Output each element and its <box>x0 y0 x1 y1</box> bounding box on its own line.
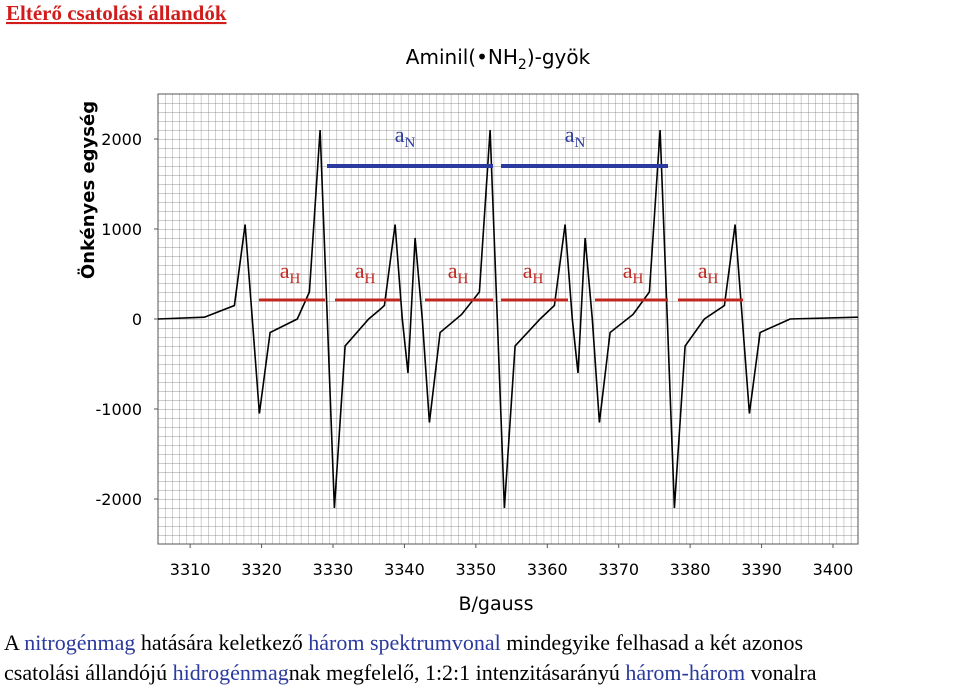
y-tick-label: -1000 <box>96 400 143 419</box>
annotation-label: a <box>280 258 290 283</box>
chart-title-end: )-gyök <box>527 45 591 69</box>
annotation-sub: N <box>574 135 585 151</box>
annotation: aH <box>698 258 719 287</box>
x-tick-label: 3390 <box>741 560 782 579</box>
y-axis-label: Önkényes egység <box>77 101 99 279</box>
annotation-label: a <box>623 258 633 283</box>
chart-title-text: Aminil(•NH <box>406 45 518 69</box>
annotation-sub: H <box>707 271 718 287</box>
annotation-label: a <box>355 258 365 283</box>
x-tick-label: 3400 <box>813 560 854 579</box>
annotation-label: a <box>565 122 575 147</box>
annotation-label: a <box>698 258 708 283</box>
caption-line: csatolási állandójú hidrogénmagnak megfe… <box>4 660 817 685</box>
chart-title-sub: 2 <box>518 57 527 73</box>
caption-segment: három spektrumvonal <box>308 630 500 655</box>
annotation: aH <box>448 258 469 287</box>
annotation-sub: N <box>404 135 415 151</box>
caption-segment: nak megfelelő, 1:2:1 intenzitásarányú <box>289 660 626 685</box>
x-tick-label: 3350 <box>455 560 496 579</box>
annotation: aH <box>523 258 544 287</box>
annotation-sub: H <box>457 271 468 287</box>
x-tick-label: 3370 <box>598 560 639 579</box>
x-tick-label: 3360 <box>527 560 568 579</box>
chart-title: Aminil(•NH2)-gyök <box>406 45 591 73</box>
spectrum-line <box>157 129 859 509</box>
x-tick-label: 3310 <box>170 560 211 579</box>
caption-segment: hidrogénmag <box>173 660 289 685</box>
x-tick-label: 3380 <box>670 560 711 579</box>
caption-segment: csatolási állandójú <box>4 660 173 685</box>
annotation-label: a <box>395 122 405 147</box>
caption-segment: hatására keletkező <box>135 630 308 655</box>
caption-segment: mindegyike felhasad a két azonos <box>501 630 803 655</box>
caption-segment: nitrogénmag <box>24 630 135 655</box>
x-tick-label: 3340 <box>384 560 425 579</box>
annotation-sub: H <box>632 271 643 287</box>
caption-segment: A <box>4 630 24 655</box>
annotation: aH <box>280 258 301 287</box>
y-tick-label: 0 <box>132 310 142 329</box>
annotation: aN <box>565 122 586 151</box>
y-tick-label: 1000 <box>101 220 142 239</box>
page-title: Eltérő csatolási állandók <box>6 1 227 25</box>
caption-segment: vonalra <box>745 660 817 685</box>
annotation-sub: H <box>364 271 375 287</box>
grid-paper <box>157 93 859 545</box>
caption-line: A nitrogénmag hatására keletkező három s… <box>4 630 803 655</box>
caption: A nitrogénmag hatására keletkező három s… <box>4 630 817 685</box>
annotation: aH <box>355 258 376 287</box>
x-tick-label: 3330 <box>313 560 354 579</box>
x-axis-label: B/gauss <box>459 593 534 615</box>
annotation: aN <box>395 122 416 151</box>
annotation-label: a <box>448 258 458 283</box>
y-tick-label: -2000 <box>96 490 143 509</box>
y-tick-label: 2000 <box>101 130 142 149</box>
annotation-label: a <box>523 258 533 283</box>
caption-segment: három-három <box>625 660 745 685</box>
annotation-sub: H <box>532 271 543 287</box>
annotation-sub: H <box>289 271 300 287</box>
x-tick-label: 3320 <box>241 560 282 579</box>
annotation: aH <box>623 258 644 287</box>
